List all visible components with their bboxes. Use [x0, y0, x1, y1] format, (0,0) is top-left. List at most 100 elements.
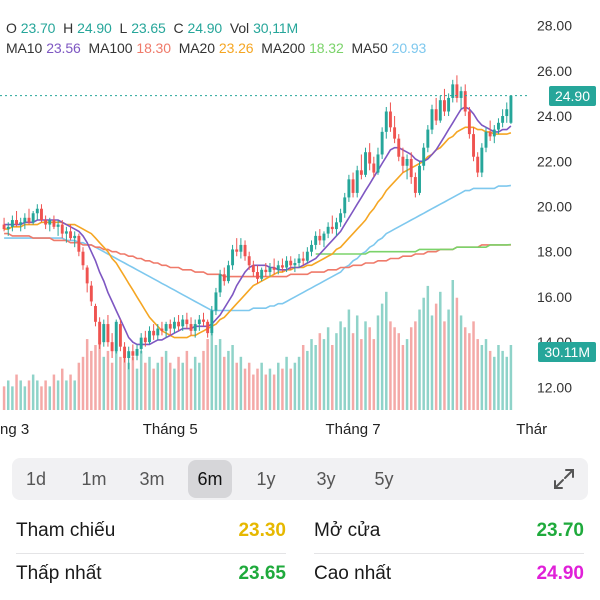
- range-button-6m[interactable]: 6m: [188, 460, 232, 498]
- volume-bar: [376, 315, 380, 410]
- volume-bar: [426, 285, 430, 410]
- volume-bar: [69, 374, 72, 410]
- price-chart[interactable]: 28.0026.0024.0022.0020.0018.0016.0014.00…: [0, 0, 600, 445]
- volume-bar: [243, 368, 247, 410]
- volume-bar: [310, 339, 313, 410]
- volume-bar: [380, 303, 384, 410]
- candle-body: [264, 269, 268, 273]
- candle-body: [459, 91, 463, 98]
- candle-body: [239, 244, 243, 252]
- candle-body: [168, 324, 172, 329]
- volume-bar: [98, 333, 101, 410]
- low-label: L: [119, 20, 128, 36]
- volume-bar: [414, 321, 417, 410]
- volume-bar: [206, 339, 209, 410]
- candle-body: [193, 324, 197, 331]
- volume-bar: [409, 327, 413, 410]
- volume-bar: [231, 345, 234, 410]
- volume-bar: [505, 356, 509, 410]
- ma100-label: MA100: [88, 40, 133, 56]
- high-label: H: [63, 20, 74, 36]
- candle-body: [31, 213, 35, 223]
- candle-body: [393, 127, 397, 139]
- candle-body: [48, 220, 52, 225]
- volume-bar: [189, 368, 193, 410]
- divider: [16, 553, 286, 554]
- candle-body: [413, 177, 417, 193]
- range-button-3m[interactable]: 3m: [139, 469, 165, 489]
- candle-body: [488, 131, 492, 137]
- volume-bar: [27, 380, 31, 410]
- volume-bar: [19, 380, 22, 410]
- candle-body: [276, 265, 280, 270]
- volume-bar: [256, 368, 259, 410]
- candle-body: [501, 116, 505, 123]
- volume-bar: [160, 356, 164, 410]
- expand-icon[interactable]: [552, 467, 576, 491]
- reference-price-value: 23.30: [238, 520, 286, 541]
- volume-bar: [372, 339, 376, 410]
- ma10-value: 23.56: [46, 40, 81, 56]
- candle-body: [509, 95, 513, 123]
- candle-body: [177, 321, 181, 327]
- volume-bar: [389, 321, 392, 410]
- candle-body: [197, 319, 201, 325]
- range-button-1m[interactable]: 1m: [81, 469, 107, 489]
- candle-body: [52, 220, 56, 227]
- range-button-1d[interactable]: 1d: [25, 469, 47, 489]
- volume-bar: [223, 356, 226, 410]
- candle-body: [285, 260, 289, 268]
- ma20-line: [4, 126, 512, 339]
- volume-bar: [443, 321, 446, 410]
- candle-body: [23, 217, 27, 223]
- volume-bar: [85, 339, 89, 410]
- volume-bar: [239, 356, 243, 410]
- range-button-1y[interactable]: 1y: [256, 469, 276, 489]
- candle-body: [343, 197, 347, 214]
- candle-body: [127, 351, 131, 358]
- volume-bar: [459, 315, 463, 410]
- volume-bar: [401, 345, 405, 410]
- volume-bar: [31, 374, 35, 410]
- candle-body: [397, 138, 401, 157]
- candle-body: [214, 292, 218, 311]
- volume-bar: [497, 345, 500, 410]
- ma10-label: MA10: [6, 40, 43, 56]
- volume-bar: [301, 345, 305, 410]
- candle-body: [305, 251, 309, 261]
- volume-bar: [202, 350, 205, 410]
- y-tick-label: 18.00: [537, 244, 572, 260]
- candle-body: [131, 351, 135, 356]
- candle-body: [426, 129, 430, 148]
- range-button-5y[interactable]: 5y: [374, 469, 394, 489]
- volume-bar: [339, 321, 342, 410]
- candle-body: [231, 249, 235, 266]
- candle-body: [77, 235, 81, 252]
- volume-bar: [185, 350, 189, 410]
- candle-body: [405, 158, 409, 166]
- candle-body: [409, 158, 413, 178]
- candle-body: [293, 263, 297, 266]
- candle-body: [480, 147, 484, 173]
- range-button-3y[interactable]: 3y: [316, 469, 336, 489]
- volume-bar: [264, 374, 268, 410]
- volume-bar: [480, 345, 484, 410]
- volume-bar: [509, 345, 513, 410]
- close-label: C: [173, 20, 184, 36]
- volume-bar: [322, 339, 326, 410]
- volume-bar: [468, 333, 471, 410]
- candle-body: [235, 249, 239, 252]
- volume-bar: [123, 350, 126, 410]
- volume-bar: [364, 321, 367, 410]
- volume-bar: [476, 339, 479, 410]
- volume-bar: [385, 291, 388, 410]
- candle-body: [484, 131, 488, 148]
- volume-bar: [23, 386, 27, 410]
- ma-legend: MA10 23.56 MA100 18.30 MA20 23.26 MA200 18.3…: [6, 40, 430, 56]
- candle-body: [135, 348, 139, 356]
- candle-body: [372, 163, 376, 173]
- candle-body: [451, 84, 455, 98]
- volume-bar: [343, 327, 346, 410]
- candle-body: [388, 111, 392, 128]
- volume-bar: [40, 386, 43, 410]
